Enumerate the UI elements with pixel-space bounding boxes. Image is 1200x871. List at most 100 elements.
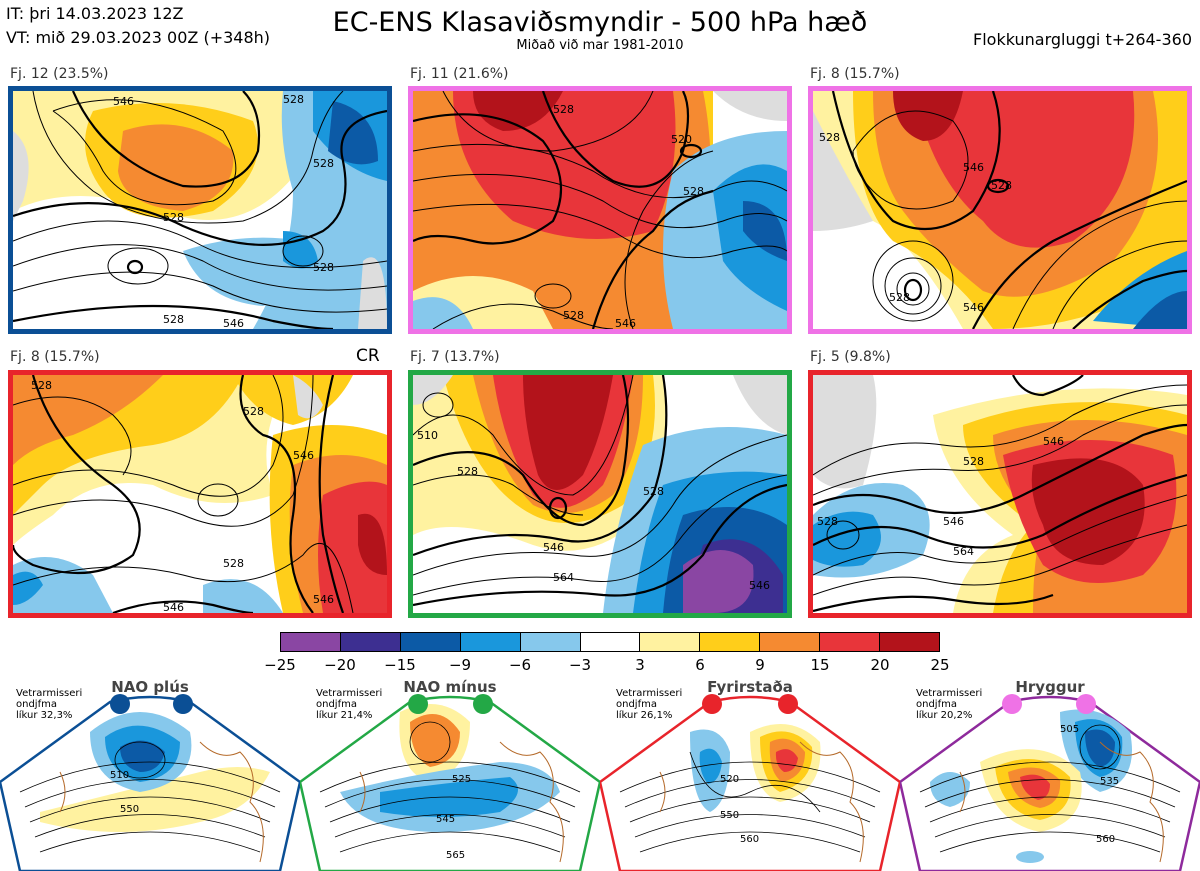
regime-name: NAO mínus [403, 678, 497, 696]
cluster-2-map: 528 520 528 528 546 [408, 86, 792, 334]
colorbar-segment [880, 633, 939, 651]
regime-name: Fyrirstaða [707, 678, 793, 696]
colorbar-segment [820, 633, 881, 651]
regime-contour-label: 565 [446, 850, 465, 861]
classification-window: Flokkunargluggi t+264-360 [973, 30, 1192, 49]
regime-blocking-map: 520 550 560 [600, 694, 900, 871]
regime-note: Vetrarmisseri ondjfma líkur 21,4% [316, 688, 383, 721]
contour-label: 528 [553, 103, 574, 116]
colorbar-tick-label: 15 [810, 656, 830, 674]
cluster-3-label: Fj. 8 (15.7%) [810, 66, 900, 82]
cluster-2-label: Fj. 11 (21.6%) [410, 66, 509, 82]
colorbar-tick-label: −9 [448, 656, 472, 674]
cluster-5-label: Fj. 7 (13.7%) [410, 349, 500, 365]
regime-contour-label: 525 [452, 774, 471, 785]
cluster-6-label: Fj. 5 (9.8%) [810, 349, 891, 365]
contour-label: 546 [113, 95, 134, 108]
cluster-4-map: 528 546 528 528 546 546 [8, 370, 392, 618]
contour-label: 528 [683, 185, 704, 198]
colorbar-segment [460, 633, 521, 651]
regime-nao-minus-map: 525 545 565 [300, 694, 600, 871]
contour-label: 528 [163, 313, 184, 326]
contour-label: 528 [457, 465, 478, 478]
contour-label: 510 [417, 429, 438, 442]
contour-label: 546 [963, 161, 984, 174]
regime-nao-plus: 510 550 NAO plús Vetrarmisseri ondjfma l… [0, 672, 300, 871]
colorbar-tick-label: −15 [384, 656, 416, 674]
colorbar-tick-label: −25 [264, 656, 296, 674]
regime-name: NAO plús [111, 678, 189, 696]
regime-contour-label: 560 [740, 834, 759, 845]
contour-label: 528 [223, 557, 244, 570]
cluster-1-map: 528 546 528 528 528 546 528 [8, 86, 392, 334]
colorbar-tick-label: 20 [870, 656, 890, 674]
regime-note: Vetrarmisseri ondjfma líkur 32,3% [16, 688, 83, 721]
contour-label: 528 [283, 93, 304, 106]
contour-label: 546 [313, 593, 334, 606]
colorbar-tick-label: 25 [930, 656, 950, 674]
contour-label: 528 [243, 405, 264, 418]
colorbar-tick-label: −6 [508, 656, 532, 674]
colorbar-tick-label: 9 [755, 656, 765, 674]
contour-label: 546 [943, 515, 964, 528]
contour-label: 528 [163, 211, 184, 224]
colorbar-segment [640, 633, 701, 651]
cluster-5-anomaly-map: 510 528 528 546 564 546 [413, 375, 787, 613]
colorbar-tick-label: 3 [635, 656, 645, 674]
regime-note: Vetrarmisseri ondjfma líkur 20,2% [916, 688, 983, 721]
cluster-6-map: 528 546 528 546 564 [808, 370, 1192, 618]
regime-contour-label: 550 [720, 810, 739, 821]
cluster-3-map: 528 546 528 528 546 [808, 86, 1192, 334]
regime-nao-plus-map: 510 550 [0, 694, 300, 871]
contour-label: 528 [313, 261, 334, 274]
cluster-1-label: Fj. 12 (23.5%) [10, 66, 109, 82]
contour-label: 528 [313, 157, 334, 170]
page-subtitle: Miðað við mar 1981-2010 [516, 38, 684, 53]
contour-label: 564 [953, 545, 974, 558]
regime-contour-label: 510 [110, 770, 129, 781]
colorbar-tick-label: 6 [695, 656, 705, 674]
cluster-4-anomaly-map: 528 546 528 528 546 546 [13, 375, 387, 613]
page-title: EC-ENS Klasaviðsmyndir - 500 hPa hæð [332, 7, 868, 38]
regime-note: Vetrarmisseri ondjfma líkur 26,1% [616, 688, 683, 721]
regime-contour-label: 550 [120, 804, 139, 815]
contour-label: 528 [817, 515, 838, 528]
contour-label: 528 [889, 291, 910, 304]
colorbar-segment [400, 633, 461, 651]
colorbar-segment [520, 633, 581, 651]
valid-time: VT: mið 29.03.2023 00Z (+348h) [6, 28, 271, 47]
cluster-4-label: Fj. 8 (15.7%) [10, 349, 100, 365]
colorbar-segment [580, 633, 641, 651]
regime-contour-label: 520 [720, 774, 739, 785]
regime-contour-label: 535 [1100, 776, 1119, 787]
regime-contour-label: 560 [1096, 834, 1115, 845]
contour-label: 546 [293, 449, 314, 462]
regime-ridge: 505 535 560 Hryggur Vetrarmisseri ondjfm… [900, 672, 1200, 871]
colorbar-segment [760, 633, 821, 651]
contour-label: 546 [749, 579, 770, 592]
cluster-5-map: 510 528 528 546 564 546 [408, 370, 792, 618]
contour-label: 528 [31, 379, 52, 392]
cluster-3-anomaly-map: 528 546 528 528 546 [813, 91, 1187, 329]
colorbar-segment [281, 633, 341, 651]
contour-label: 546 [963, 301, 984, 314]
contour-label: 564 [553, 571, 574, 584]
cluster-tag-cr: CR [356, 346, 380, 366]
contour-label: 546 [1043, 435, 1064, 448]
cluster-6-anomaly-map: 528 546 528 546 564 [813, 375, 1187, 613]
regime-name: Hryggur [1015, 678, 1085, 696]
regime-contour-label: 505 [1060, 724, 1079, 735]
regime-ridge-map: 505 535 560 [900, 694, 1200, 871]
cluster-1-anomaly-map: 528 546 528 528 528 546 528 [13, 91, 387, 329]
regime-contour-label: 545 [436, 814, 455, 825]
contour-label: 546 [615, 317, 636, 329]
contour-label: 546 [223, 317, 244, 329]
contour-label: 528 [991, 179, 1012, 192]
contour-label: 546 [543, 541, 564, 554]
contour-label: 528 [563, 309, 584, 322]
anomaly-colorbar [280, 632, 940, 652]
colorbar-tick-label: −20 [324, 656, 356, 674]
init-time: IT: þri 14.03.2023 12Z [6, 4, 184, 23]
colorbar-segment [700, 633, 761, 651]
colorbar-segment [340, 633, 401, 651]
